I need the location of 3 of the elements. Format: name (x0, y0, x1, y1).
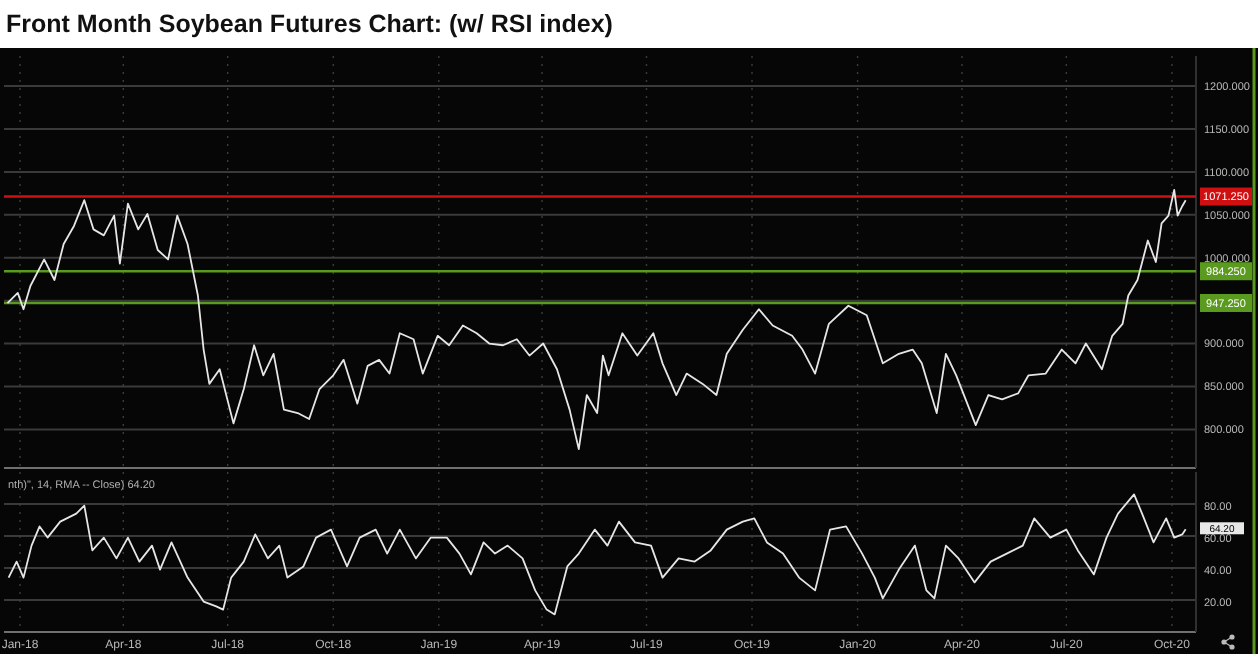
line-series (6, 189, 1187, 451)
line-series (7, 493, 1187, 616)
chart-title: Front Month Soybean Futures Chart: (w/ RSI index) (6, 10, 613, 38)
